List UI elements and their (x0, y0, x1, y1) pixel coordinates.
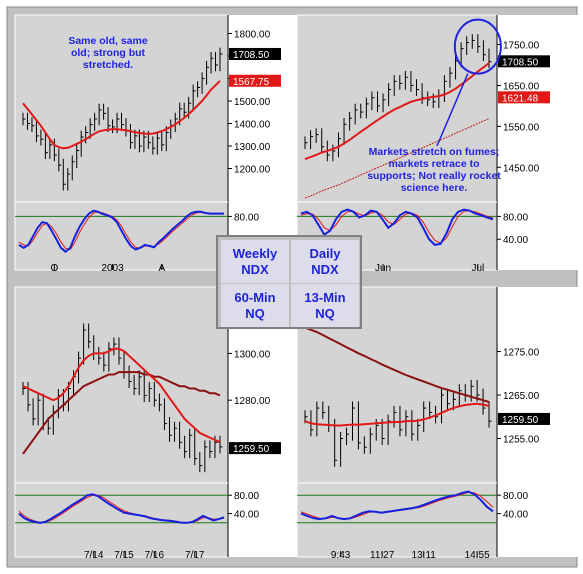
daily-highlight-circle (453, 18, 502, 75)
daily-price-tag (498, 55, 550, 68)
daily-ma-fast-line (304, 62, 490, 161)
m60-ytick-label: 1300.00 (234, 349, 271, 360)
weekly-annotation-line1: Same old, same (68, 35, 148, 47)
m13-xtick-label: 9:43 (331, 550, 351, 561)
weekly-stoch-k-line (18, 209, 224, 253)
weekly-annotation: Same old, same old; strong but stretched… (56, 35, 160, 71)
m13-stoch-ytick-label: 40.00 (503, 510, 528, 521)
weekly-ytick-label: 1200.00 (234, 165, 271, 176)
daily-stoch-ytick-label: 40.00 (503, 235, 528, 246)
legend-daily: Daily NDX (291, 240, 359, 283)
daily-axis-strip (497, 15, 583, 270)
m60-xtick-label: 7/16 (145, 550, 165, 561)
weekly-annotation-line2: old; strong but (70, 47, 146, 59)
weekly-xtick-label: 2003 (101, 263, 124, 274)
daily-annotation: Markets stretch on fumes; markets retrac… (354, 146, 514, 194)
daily-annotation-arrow (436, 73, 469, 147)
m60-price-tag (229, 442, 281, 455)
m60-ytick-label: 1280.00 (234, 396, 271, 407)
m60-stoch-ytick-label: 40.00 (234, 510, 259, 521)
weekly-price-tag-label: 1708.50 (233, 50, 270, 61)
m13-stoch-k-line (300, 490, 494, 521)
daily-xtick-label: Jul (471, 263, 484, 274)
daily-annotation-line4: science here. (400, 182, 468, 194)
m60-ma-slow-line (22, 371, 221, 455)
m13-ma-fast-line (304, 402, 490, 427)
m13-xtick-label: 14:55 (465, 550, 490, 561)
weekly-ytick-label: 1300.00 (234, 142, 271, 153)
m13-xtick-label: 11:27 (370, 550, 395, 561)
daily-annotation-line2: markets retrace to (388, 158, 480, 170)
daily-stoch-ytick-label: 80.00 (503, 212, 528, 223)
daily-ma-slow-line (304, 118, 490, 199)
daily-ytick-label: 1550.00 (503, 122, 540, 133)
legend-weekly-line2: NDX (241, 261, 269, 277)
legend-daily-line1: Daily (309, 245, 341, 261)
m13-price-tag (498, 412, 550, 425)
weekly-stoch-ytick-label: 80.00 (234, 212, 259, 223)
m60-stoch-k-line (18, 493, 225, 524)
daily-price-tag-label: 1708.50 (502, 57, 539, 68)
m60-stoch-ytick-label: 80.00 (234, 491, 259, 502)
daily-annotation-line1: Markets stretch on fumes; (368, 146, 500, 158)
m13-ytick-label: 1275.00 (503, 348, 540, 359)
daily-ytick-label: 1650.00 (503, 81, 540, 92)
m13-stoch-ytick-label: 80.00 (503, 491, 528, 502)
m13-price-tag-label: 1259.50 (502, 415, 539, 426)
weekly-ytick-label: 1800.00 (234, 30, 271, 41)
daily-stoch-d-line (300, 210, 494, 244)
m13-ytick-label: 1255.00 (503, 435, 540, 446)
legend-weekly-line1: Weekly (232, 245, 278, 261)
daily-plot-area (296, 14, 498, 271)
weekly-ytick-label: 1500.00 (234, 97, 271, 108)
daily-xtick-label: Jun (375, 263, 391, 274)
chart-m13: 1275.00 1265.00 1255.00 1259.50 80.00 40.00 9:… (296, 286, 583, 561)
legend-60min-line1: 60-Min (234, 289, 276, 305)
weekly-stoch-d-line (18, 211, 224, 251)
m60-xtick-label: 7/14 (84, 550, 104, 561)
m60-price-tag-label: 1259.50 (233, 444, 270, 455)
weekly-annotation-line3: stretched. (82, 59, 134, 71)
daily-ytick-label: 1450.00 (503, 163, 540, 174)
legend-13min-line1: 13-Min (304, 289, 346, 305)
m60-xtick-label: 7/17 (185, 550, 205, 561)
m60-xtick-label: 7/15 (114, 550, 134, 561)
legend-weekly: Weekly NDX (221, 240, 289, 283)
weekly-ytick-label: 1400.00 (234, 120, 271, 131)
daily-annotation-line3: supports; Not really rocket (367, 170, 501, 182)
legend-13min: 13-Min NQ (291, 284, 359, 327)
daily-stoch-k-line (300, 208, 494, 246)
m13-ma-slow-line (304, 326, 490, 403)
m13-xtick-label: 13:11 (412, 550, 437, 561)
legend-60min: 60-Min NQ (221, 284, 289, 327)
chart-daily: 1750.00 1650.00 1550.00 1450.00 1708.50 1621.… (296, 14, 583, 274)
m13-ytick-label: 1265.00 (503, 391, 540, 402)
weekly-price-tag (229, 74, 281, 87)
weekly-xtick-label: O (50, 263, 58, 274)
legend-60min-line2: NQ (245, 305, 265, 321)
daily-price-tag-label: 1621.48 (502, 93, 539, 104)
daily-ytick-label: 1750.00 (503, 41, 540, 52)
m60-ma-fast-line (22, 347, 221, 444)
weekly-xtick-label: A (158, 263, 165, 274)
timeframe-legend: Weekly NDX Daily NDX 60-Min NQ 13-Min NQ (216, 235, 362, 329)
weekly-price-tag-label: 1567.75 (233, 77, 270, 88)
weekly-ma-fast-line (22, 80, 221, 150)
weekly-price-tag (229, 47, 281, 60)
legend-daily-line2: NDX (311, 261, 339, 277)
legend-13min-line2: NQ (315, 305, 335, 321)
daily-price-tag (498, 91, 550, 104)
